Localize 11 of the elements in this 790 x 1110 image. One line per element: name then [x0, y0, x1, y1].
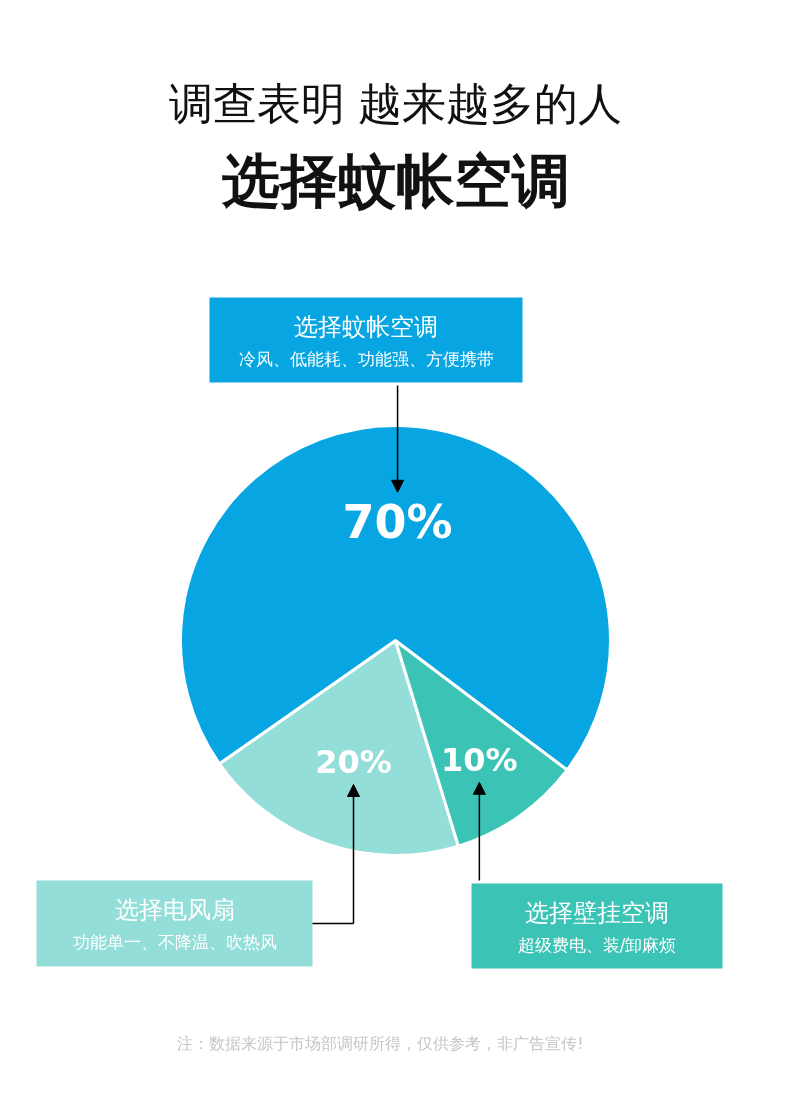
chart-subtitle: 选择蚊帐空调	[220, 146, 570, 215]
data-label: 20%	[315, 743, 392, 782]
slice-label: 选择蚊帐空调	[294, 312, 438, 341]
slice-label: 选择电风扇	[114, 895, 235, 924]
text: 超级费电、装/卸麻烦	[517, 934, 677, 955]
data-label: 10%	[441, 741, 518, 780]
text: 冷风、低能耗、功能强、方便携带	[238, 348, 494, 369]
text: 功能单一、不降温、吹热风	[72, 931, 277, 952]
data-label: 70%	[342, 495, 453, 550]
chart-title: 调查表明 越来越多的人	[168, 78, 623, 129]
slice-label: 选择壁挂空调	[525, 898, 669, 927]
